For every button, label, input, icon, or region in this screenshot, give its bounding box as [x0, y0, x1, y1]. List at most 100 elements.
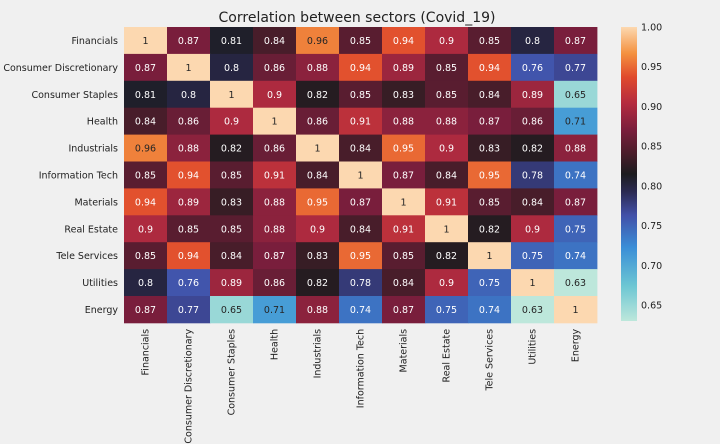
cell-value-label: 0.8: [181, 90, 196, 101]
x-tick-label: Energy: [571, 329, 582, 363]
heatmap-cell: [382, 107, 426, 135]
cell-value-label: 0.86: [522, 117, 543, 128]
cell-value-label: 0.76: [522, 63, 543, 74]
cell-value-label: 0.9: [439, 144, 454, 155]
heatmap-cell: [511, 27, 555, 55]
cell-value-label: 1: [529, 278, 535, 289]
heatmap-cell: [425, 80, 469, 109]
heatmap-cell: [210, 296, 254, 324]
y-tick-label: Industrials: [68, 144, 118, 155]
heatmap-cell: [425, 107, 469, 135]
cell-value-label: 0.74: [565, 170, 586, 181]
cell-value-label: 0.85: [393, 251, 414, 262]
heatmap-cell: [124, 215, 168, 243]
heatmap-cell: [167, 215, 211, 243]
heatmap-cell: [167, 107, 211, 135]
colorbar-tick-label: 0.90: [641, 102, 662, 113]
heatmap-cell: [167, 296, 211, 324]
heatmap-cell: [253, 269, 297, 297]
colorbar-gradient: [621, 27, 637, 321]
heatmap-cell: [167, 161, 211, 189]
cell-value-label: 0.85: [135, 170, 156, 181]
heatmap-cell: [425, 215, 469, 243]
cell-value-label: 0.95: [393, 144, 414, 155]
y-tick-label: Materials: [74, 197, 118, 208]
cell-value-label: 0.82: [221, 144, 242, 155]
cell-value-label: 0.87: [350, 197, 371, 208]
cell-value-label: 0.82: [479, 224, 500, 235]
heatmap-cell: [296, 27, 340, 55]
heatmap-cell: [124, 80, 168, 109]
y-tick-label: Consumer Discretionary: [3, 63, 118, 74]
cell-value-label: 0.89: [393, 63, 414, 74]
y-tick-label: Utilities: [82, 278, 118, 289]
cell-value-label: 0.84: [350, 224, 371, 235]
colorbar-tick-label: 0.65: [641, 301, 662, 312]
heatmap-cell: [296, 107, 340, 135]
heatmap-cell: [124, 296, 168, 324]
cell-value-label: 0.87: [565, 36, 586, 47]
cell-value-label: 0.94: [178, 251, 199, 262]
cell-value-label: 0.87: [178, 36, 199, 47]
cell-value-label: 0.91: [436, 197, 457, 208]
heatmap-cell: [382, 134, 426, 162]
heatmap-cell: [554, 188, 598, 216]
heatmap-cell: [167, 27, 211, 55]
heatmap-cell: [382, 242, 426, 270]
heatmap-cell: [511, 161, 555, 189]
heatmap-cell: [425, 53, 469, 82]
cell-value-label: 0.9: [439, 36, 454, 47]
x-axis-labels: Financials Consumer Discretionary Consumer…: [141, 329, 582, 444]
heatmap-cell: [124, 134, 168, 162]
cell-value-label: 0.94: [350, 63, 371, 74]
heatmap-cell: [468, 80, 512, 109]
heatmap-cell: [554, 53, 598, 82]
cell-value-label: 0.84: [221, 251, 242, 262]
heatmap-cell: [382, 296, 426, 324]
heatmap-cell: [296, 80, 340, 109]
heatmap-cell: [253, 134, 297, 162]
heatmap-cell: [167, 242, 211, 270]
heatmap-cell: [296, 269, 340, 297]
cell-value-label: 0.84: [135, 117, 156, 128]
heatmap-cell: [425, 27, 469, 55]
colorbar: 0.65 0.70 0.75 0.80 0.85 0.90 0.95 1.00: [621, 23, 662, 321]
cell-value-label: 0.87: [135, 63, 156, 74]
heatmap-cell: [339, 53, 383, 82]
cell-value-label: 0.81: [135, 90, 156, 101]
heatmap-cell: [339, 27, 383, 55]
cell-value-label: 0.88: [264, 197, 285, 208]
heatmap-cell: [511, 188, 555, 216]
heatmap-cell: [511, 269, 555, 297]
heatmap-cell: [253, 296, 297, 324]
heatmap-cell: [511, 80, 555, 109]
cell-value-label: 0.95: [307, 197, 328, 208]
heatmap-cell: [382, 161, 426, 189]
heatmap-cell: [253, 107, 297, 135]
cell-value-label: 0.9: [267, 90, 282, 101]
cell-value-label: 0.83: [393, 90, 414, 101]
cell-value-label: 0.85: [436, 63, 457, 74]
cell-value-label: 0.81: [221, 36, 242, 47]
heatmap-cell: [210, 27, 254, 55]
cell-value-label: 1: [314, 144, 320, 155]
y-tick-label: Energy: [85, 305, 119, 316]
cell-value-label: 0.71: [264, 305, 285, 316]
heatmap-cell: [167, 53, 211, 82]
colorbar-tick-label: 1.00: [641, 23, 662, 34]
y-tick-label: Tele Services: [55, 251, 118, 262]
heatmap-cell: [339, 80, 383, 109]
heatmap-cell: [554, 134, 598, 162]
cell-value-label: 0.89: [522, 90, 543, 101]
cell-value-label: 0.95: [479, 170, 500, 181]
heatmap-cell: [468, 242, 512, 270]
cell-value-label: 1: [357, 170, 363, 181]
cell-value-label: 0.75: [436, 305, 457, 316]
cell-value-label: 0.65: [565, 90, 586, 101]
x-tick-label: Financials: [141, 329, 152, 376]
heatmap-cell: [339, 242, 383, 270]
heatmap-cell: [468, 107, 512, 135]
heatmap-cell: [253, 53, 297, 82]
cell-value-label: 0.86: [264, 63, 285, 74]
